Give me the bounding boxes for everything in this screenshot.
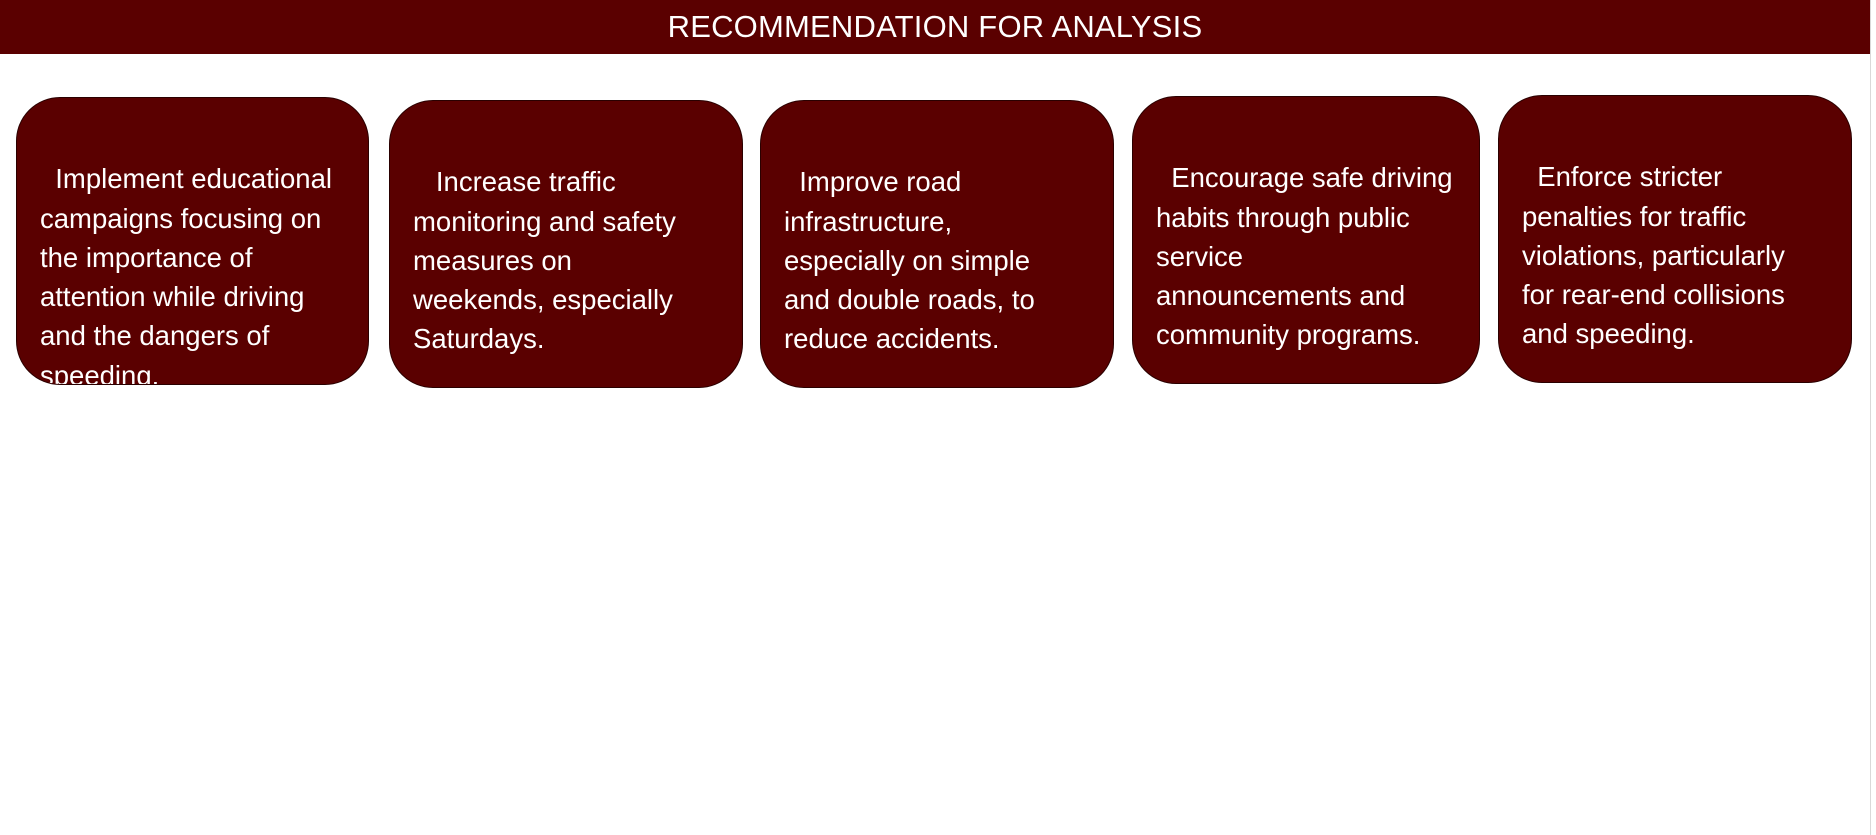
recommendation-text: Encourage safe driving habits through pu… xyxy=(1156,162,1453,351)
recommendation-text: Improve road infrastructure, especially … xyxy=(784,166,1035,355)
recommendation-text: Increase traffic monitoring and safety m… xyxy=(413,166,676,355)
recommendation-text: Enforce stricter penalties for traffic v… xyxy=(1522,161,1785,350)
page-edge-divider xyxy=(1870,0,1871,835)
recommendation-card-monitoring: Increase traffic monitoring and safety m… xyxy=(389,100,743,388)
recommendation-card-education: Implement educational campaigns focusing… xyxy=(16,97,369,385)
recommendation-card-infrastructure: Improve road infrastructure, especially … xyxy=(760,100,1114,388)
page-title-bar: RECOMMENDATION FOR ANALYSIS xyxy=(0,0,1870,54)
page-title: RECOMMENDATION FOR ANALYSIS xyxy=(667,9,1203,44)
recommendation-card-penalties: Enforce stricter penalties for traffic v… xyxy=(1498,95,1852,383)
recommendation-text: Implement educational campaigns focusing… xyxy=(40,163,332,385)
recommendation-card-safe-driving: Encourage safe driving habits through pu… xyxy=(1132,96,1480,384)
